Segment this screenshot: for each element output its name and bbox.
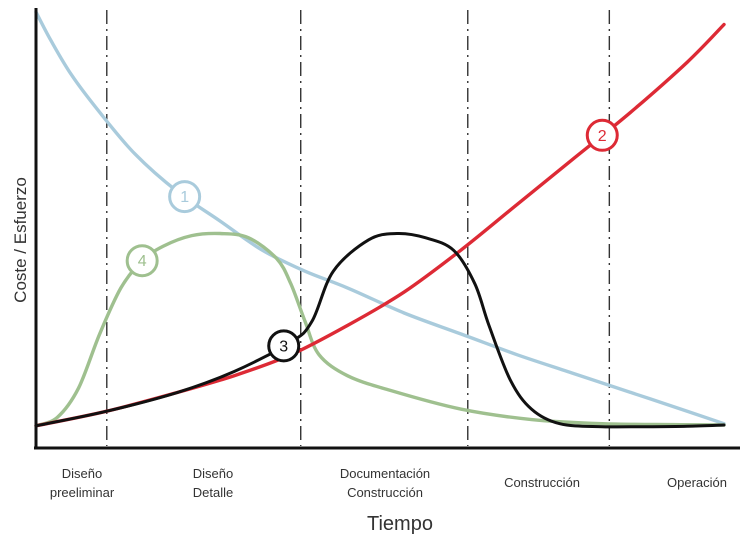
series-marker-4: 4 bbox=[125, 244, 159, 278]
series-line-1 bbox=[34, 10, 726, 426]
phase-label: Diseño Detalle bbox=[193, 466, 233, 500]
marker-label: 4 bbox=[138, 253, 147, 270]
series-line-4 bbox=[34, 231, 726, 428]
phase-boundaries bbox=[106, 10, 611, 446]
y-axis-title: Coste / Esfuerzo bbox=[11, 177, 30, 303]
series-marker-1: 1 bbox=[168, 180, 202, 214]
marker-label: 1 bbox=[180, 189, 189, 206]
series-marker-2: 2 bbox=[585, 118, 619, 152]
marker-label: 2 bbox=[598, 128, 607, 145]
phase-label: Diseño preeliminar bbox=[50, 466, 115, 500]
series-line-3 bbox=[34, 231, 726, 429]
series-markers: 1 2 3 4 bbox=[125, 118, 619, 363]
phase-label: Operación bbox=[667, 475, 727, 490]
marker-label: 3 bbox=[279, 338, 288, 355]
series-line-2 bbox=[34, 22, 726, 428]
marker-circle bbox=[267, 329, 301, 363]
marker-circle bbox=[585, 118, 619, 152]
phase-labels: Diseño preeliminar Diseño Detalle Documentac… bbox=[50, 466, 727, 500]
marker-circle bbox=[168, 180, 202, 214]
phase-label: Documentación Construcción bbox=[340, 466, 430, 500]
series-marker-3: 3 bbox=[267, 329, 301, 363]
curves bbox=[34, 10, 726, 429]
marker-circle bbox=[125, 244, 159, 278]
phase-label: Construcción bbox=[504, 475, 580, 490]
x-axis-title: Tiempo bbox=[367, 513, 433, 535]
plot-area: 1 2 3 4 bbox=[34, 8, 740, 450]
